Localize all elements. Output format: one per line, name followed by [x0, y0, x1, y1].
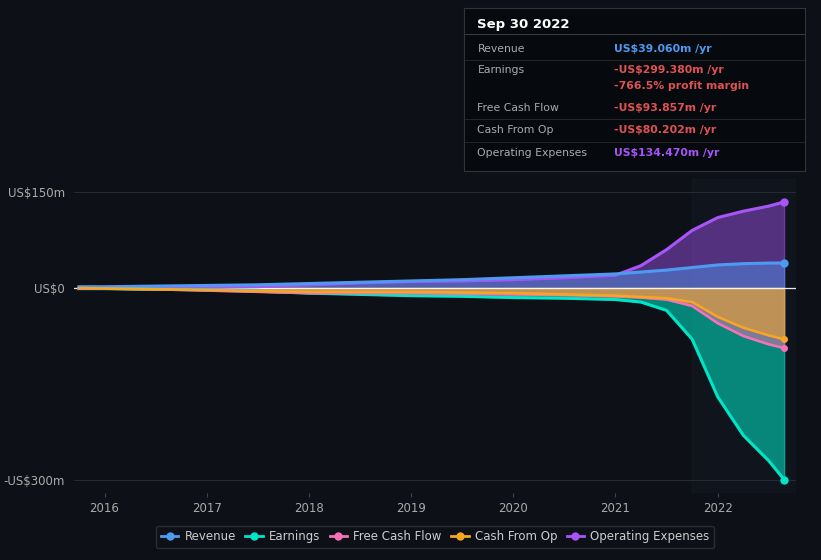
Text: -US$93.857m /yr: -US$93.857m /yr	[614, 102, 716, 113]
Text: Cash From Op: Cash From Op	[478, 125, 554, 136]
Text: US$134.470m /yr: US$134.470m /yr	[614, 148, 719, 158]
Text: US$39.060m /yr: US$39.060m /yr	[614, 44, 712, 54]
Legend: Revenue, Earnings, Free Cash Flow, Cash From Op, Operating Expenses: Revenue, Earnings, Free Cash Flow, Cash …	[156, 526, 714, 548]
Text: Earnings: Earnings	[478, 66, 525, 75]
Text: -766.5% profit margin: -766.5% profit margin	[614, 82, 749, 91]
Text: Sep 30 2022: Sep 30 2022	[478, 18, 570, 31]
Text: Free Cash Flow: Free Cash Flow	[478, 102, 559, 113]
Text: Revenue: Revenue	[478, 44, 525, 54]
Text: -US$299.380m /yr: -US$299.380m /yr	[614, 66, 723, 75]
Text: -US$80.202m /yr: -US$80.202m /yr	[614, 125, 716, 136]
Text: Operating Expenses: Operating Expenses	[478, 148, 588, 158]
Bar	[692, 179, 800, 493]
